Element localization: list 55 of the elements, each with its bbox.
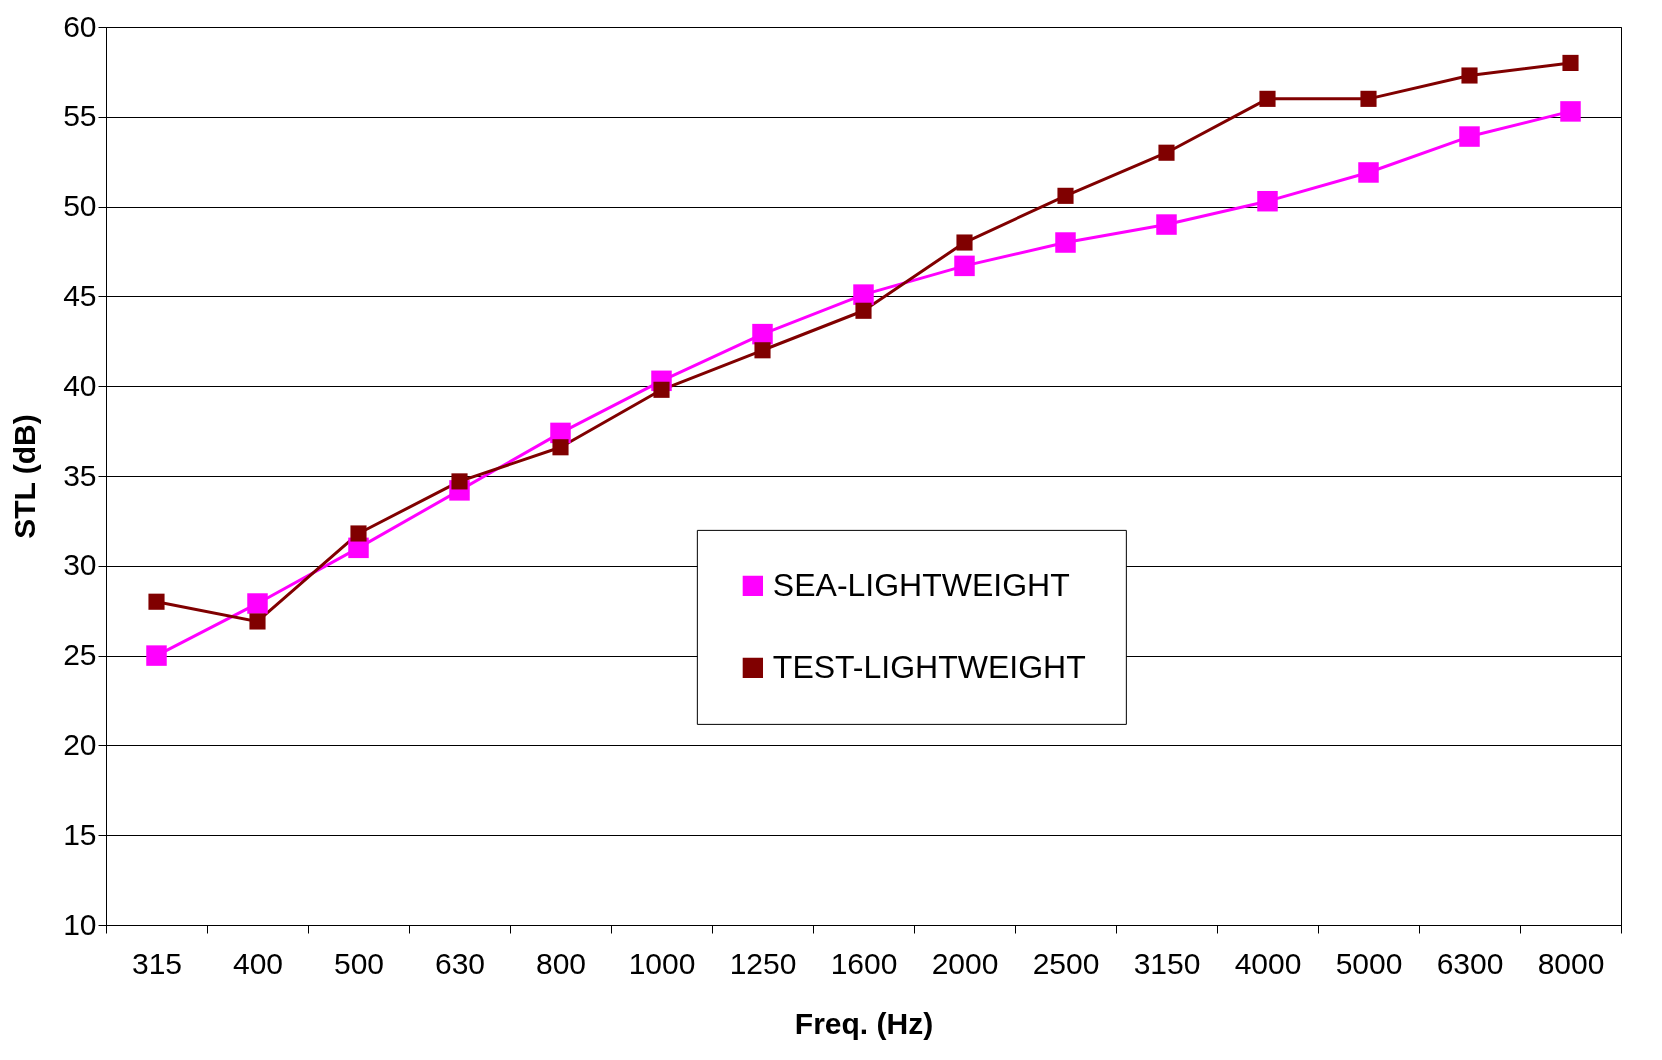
x-axis-title: Freq. (Hz) xyxy=(794,1006,934,1040)
point xyxy=(1358,162,1379,183)
y-axis-title: STL (dB) xyxy=(8,414,42,539)
point xyxy=(1156,214,1177,235)
point xyxy=(1158,144,1175,161)
y-tick-label: 30 xyxy=(63,548,97,582)
point xyxy=(752,323,773,345)
point xyxy=(552,439,569,456)
point xyxy=(853,284,874,305)
point xyxy=(754,342,771,359)
y-tick-label: 25 xyxy=(63,638,97,672)
x-tick-label: 3150 xyxy=(1133,946,1201,980)
point xyxy=(1461,67,1478,84)
y-tick-label: 40 xyxy=(63,368,97,402)
point xyxy=(146,645,167,666)
legend-label: TEST-LIGHTWEIGHT xyxy=(772,648,1086,685)
point xyxy=(249,613,266,630)
y-tick-label: 35 xyxy=(63,458,97,492)
x-tick-label: 5000 xyxy=(1335,946,1403,980)
x-tick-label: 1600 xyxy=(830,946,898,980)
x-tick-label: 1000 xyxy=(628,946,696,980)
x-tick-label: 2500 xyxy=(1032,946,1100,980)
point xyxy=(1057,187,1074,204)
x-tick-label: 2000 xyxy=(931,946,999,980)
x-tick-label: 800 xyxy=(535,946,587,980)
point xyxy=(1560,101,1581,122)
point xyxy=(1055,232,1076,253)
point xyxy=(1257,190,1278,212)
y-tick-label: 60 xyxy=(63,9,97,43)
y-tick-label: 15 xyxy=(63,817,97,851)
legend-label: SEA-LIGHTWEIGHT xyxy=(772,566,1070,603)
x-tick-label: 8000 xyxy=(1537,946,1605,980)
point xyxy=(451,473,468,490)
point xyxy=(954,255,975,277)
point xyxy=(1459,126,1480,147)
x-tick-label: 630 xyxy=(434,946,486,980)
y-tick-label: 45 xyxy=(63,278,97,312)
y-tick-label: 10 xyxy=(63,907,97,941)
x-tick-label: 400 xyxy=(232,946,284,980)
point xyxy=(1259,90,1276,107)
x-tick-label: 6300 xyxy=(1436,946,1504,980)
x-tick-label: 4000 xyxy=(1234,946,1302,980)
x-tick-label: 315 xyxy=(131,946,183,980)
point xyxy=(247,593,268,614)
point xyxy=(956,234,973,251)
point xyxy=(350,525,367,542)
y-tick-label: 55 xyxy=(63,99,97,133)
y-tick-label: 20 xyxy=(63,727,97,761)
point xyxy=(1562,54,1579,71)
y-tick-label: 50 xyxy=(63,189,97,223)
point xyxy=(148,593,165,610)
x-tick-label: 500 xyxy=(333,946,385,980)
point xyxy=(855,302,872,319)
x-tick-label: 1250 xyxy=(729,946,797,980)
point xyxy=(1360,90,1377,107)
